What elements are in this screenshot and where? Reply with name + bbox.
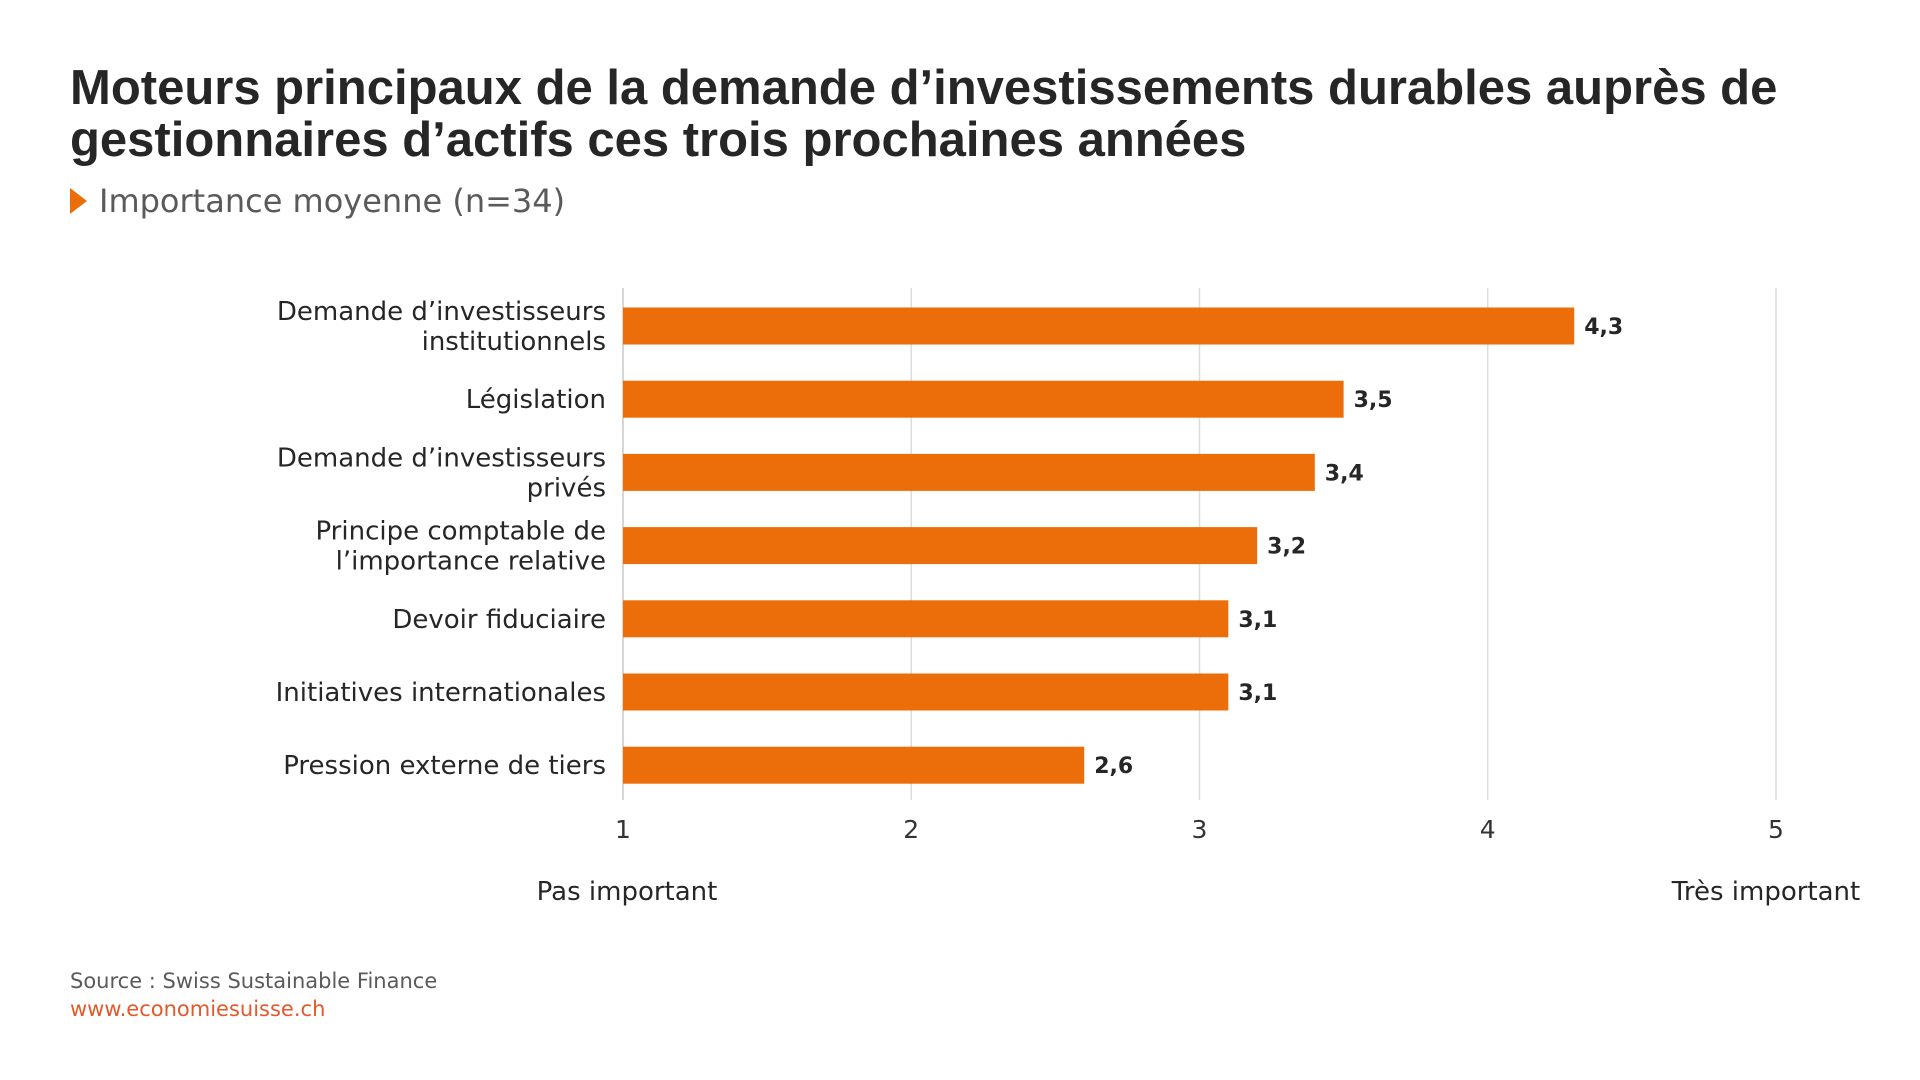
bar [623, 527, 1258, 565]
chart-title: Moteurs principaux de la demande d’inves… [70, 61, 1778, 167]
bar [623, 453, 1315, 491]
category-label: Demande d’investisseurs privés [277, 443, 606, 503]
category-label: Demande d’investisseurs institutionnels [277, 297, 606, 357]
x-tick-label: 3 [1192, 815, 1208, 844]
category-label: Législation [466, 385, 606, 415]
data-label: 2,6 [1094, 754, 1133, 779]
scale-low-label: Pas important [537, 877, 718, 907]
triangle-bullet-icon [70, 188, 87, 214]
x-tick-label: 4 [1480, 815, 1496, 844]
category-label-line: Pression externe de tiers [283, 751, 606, 781]
bar [623, 307, 1575, 345]
x-tick-label: 5 [1768, 815, 1784, 844]
category-label-line: Demande d’investisseurs [277, 297, 606, 327]
category-label-line: privés [527, 473, 606, 503]
source-note: Source : Swiss Sustainable Finance [70, 969, 438, 993]
category-label: Initiatives internationales [276, 678, 606, 708]
website-link[interactable]: www.economiesuisse.ch [70, 997, 326, 1021]
category-label-line: Législation [466, 385, 606, 415]
data-label: 3,1 [1238, 608, 1277, 633]
bar [623, 673, 1229, 711]
category-label-line: Initiatives internationales [276, 678, 606, 708]
category-label-line: Demande d’investisseurs [277, 443, 606, 473]
data-label: 3,1 [1238, 681, 1277, 706]
data-label: 3,4 [1325, 461, 1364, 486]
scale-high-label: Très important [1671, 877, 1860, 907]
category-label: Principe comptable de l’importance relati… [315, 517, 606, 577]
category-label-line: Devoir fiduciaire [392, 605, 606, 635]
category-label-line: Principe comptable de [315, 517, 606, 547]
data-label: 4,3 [1584, 315, 1623, 340]
chart-subtitle-text: Importance moyenne (n=34) [99, 182, 566, 220]
chart-subtitle: Importance moyenne (n=34) [70, 182, 565, 220]
data-label: 3,5 [1354, 388, 1393, 413]
x-tick-label: 1 [615, 815, 631, 844]
bar [623, 746, 1085, 784]
data-label: 3,2 [1267, 535, 1306, 560]
category-label: Devoir fiduciaire [392, 605, 606, 635]
category-label-line: l’importance relative [336, 547, 606, 577]
category-label-line: institutionnels [422, 327, 606, 357]
x-tick-label: 2 [903, 815, 919, 844]
bar [623, 380, 1344, 418]
category-label: Pression externe de tiers [283, 751, 606, 781]
bar [623, 600, 1229, 638]
